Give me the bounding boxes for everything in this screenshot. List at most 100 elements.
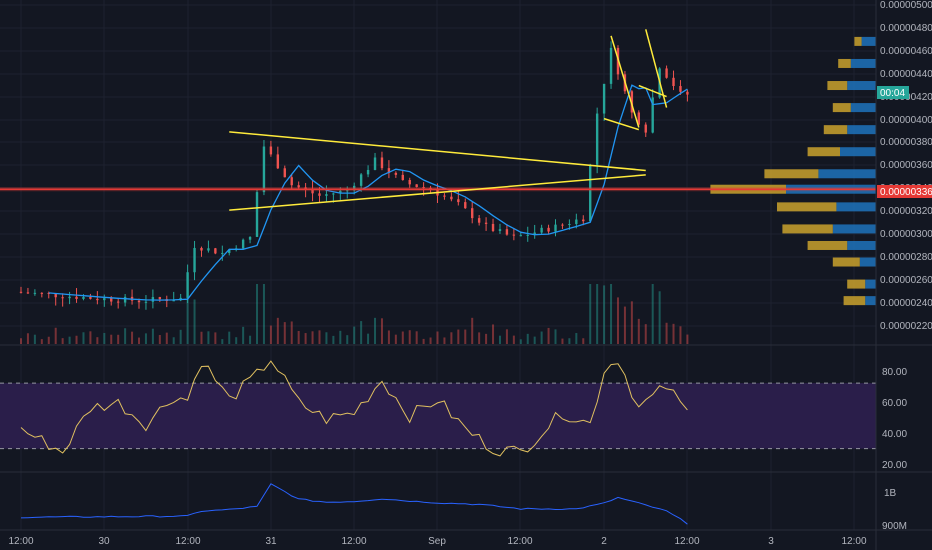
support-level[interactable] [0,187,876,192]
volume-bar [221,339,224,344]
time-tick-label: 12:00 [341,536,366,547]
candle-body [33,292,37,294]
trendline[interactable] [610,35,640,128]
candle-body [283,168,286,178]
volume-profile-bar [847,240,876,250]
volume-bar [276,317,279,344]
volume-bar [311,331,314,344]
volume-bar [179,329,182,344]
candle-body [554,224,557,232]
volume-axis[interactable]: 1B 900M [882,488,907,532]
volume-profile-bar [840,147,876,157]
candle-body [422,187,425,189]
time-tick-label: 30 [98,536,110,547]
volume-profile-bar [807,240,848,250]
rsi-tick-label: 80.00 [882,367,907,378]
volume-bar [339,330,342,344]
volume-bar [568,338,571,344]
rsi-band-fill [0,383,876,449]
candle-body [512,234,516,236]
volume-bar [526,333,529,344]
rsi-band [0,382,876,450]
volume-bar [249,335,252,344]
volume-bar [332,335,335,344]
volume-bar [214,332,217,344]
volume-profile-bar [832,224,876,234]
volume-profile-bar [847,125,876,135]
volume-bar [679,326,682,344]
price-axis[interactable]: 0.00000500 0.00000480 0.00000460 0.00000… [880,0,932,332]
candle-body [269,146,273,155]
candle-body [110,298,113,302]
candle-body [387,168,391,173]
candle-body [609,47,613,84]
volume-bar [512,335,515,344]
candle-body [637,112,641,125]
volume-bar [651,284,654,344]
support-price-label: 0.00000336 [880,187,932,198]
volume-profile-bar [836,202,876,212]
trendline[interactable] [603,117,640,131]
volume-bar [304,333,307,344]
price-tick-label: 0.00000320 [880,206,932,217]
price-tick-label: 0.00000220 [880,321,932,332]
volume-bar [429,337,432,344]
candle-body [241,239,245,249]
volume-bar [436,331,439,344]
price-tick-label: 0.00000300 [880,229,932,240]
volume-bar [478,332,481,344]
volume-profile-bar [818,169,876,179]
volume-bar [471,317,474,344]
candle-body [172,300,175,302]
candle-body [304,187,307,190]
volume-profile-bar [832,257,860,267]
volume-bar [89,331,92,344]
trendline[interactable] [229,174,646,211]
volume-bar [96,337,99,344]
candle-body [116,301,120,303]
trendlines[interactable] [229,29,668,211]
time-axis[interactable]: 12:00 30 12:00 31 12:00 Sep 12:00 2 12:0… [8,536,866,547]
volume-bar [540,331,543,344]
rsi-tick-label: 40.00 [882,429,907,440]
volume-bar [283,322,286,344]
volume-bar [505,329,508,344]
candle-body [589,164,592,222]
volume-profile-bar [865,279,876,289]
candle-body [200,247,203,251]
candle-body [665,68,668,78]
trendline[interactable] [638,84,667,98]
price-candles[interactable] [19,41,689,310]
candle-body [19,291,23,293]
candle-body [575,219,578,225]
volume-bar [20,338,22,344]
volume-bar [498,335,501,344]
time-tick-label: 31 [265,536,277,547]
volume-bars [20,284,689,344]
volume-bar [533,336,536,344]
candle-body [193,247,196,273]
candle-body [505,229,509,235]
candle-body [290,177,293,186]
price-tick-label: 0.00000500 [880,0,932,11]
trendline[interactable] [229,131,646,172]
candle-body [214,248,217,254]
volume-bar [519,339,522,344]
rsi-axis[interactable]: 80.00 60.00 40.00 20.00 [882,367,907,471]
candle-body [311,189,314,194]
current-price-label: 00:04 [880,88,905,99]
volume-bar [387,330,390,344]
candle-body [325,194,328,196]
volume-profile-bar [861,36,876,46]
volume-bar [450,332,453,344]
candle-body [477,218,481,223]
candle-body [679,86,682,92]
candle-body [54,293,57,298]
volume-bar [290,321,293,344]
volume-tick-label: 1B [884,488,897,499]
current-price-badge: 00:04 [877,86,909,99]
volume-profile-bar [865,296,876,306]
candle-body [318,193,321,196]
